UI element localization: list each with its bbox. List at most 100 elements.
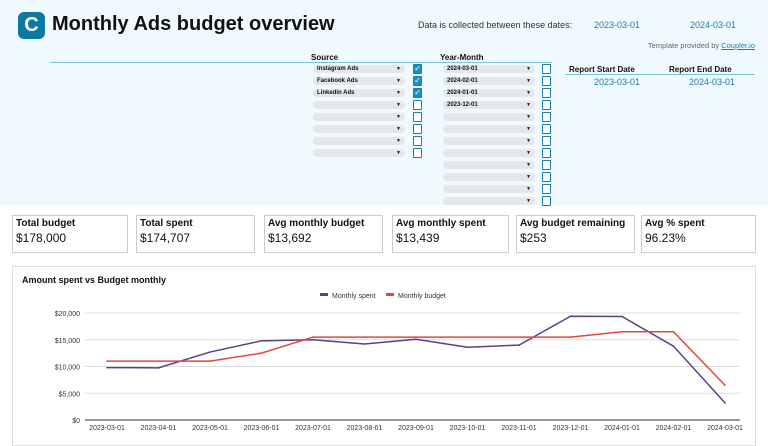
x-tick-label: 2023-06-01 (244, 425, 280, 432)
x-tick-label: 2024-01-01 (604, 425, 640, 432)
data-point (209, 351, 211, 353)
data-point (672, 345, 675, 347)
x-tick-label: 2023-10-01 (450, 425, 486, 432)
data-point (621, 330, 623, 333)
months-dropdown[interactable]: 2024-01-01 ▼ (443, 89, 535, 97)
data-point (672, 330, 675, 333)
months-checkbox[interactable] (542, 88, 551, 98)
dropdown-arrow-icon: ▼ (396, 150, 401, 156)
dropdown-arrow-icon: ▼ (526, 102, 531, 108)
legend-swatch (386, 293, 394, 296)
months-checkbox[interactable] (542, 124, 551, 134)
kpi-card: Total spent $174,707 (136, 215, 255, 253)
data-point (621, 315, 623, 318)
months-checkbox[interactable] (542, 64, 551, 74)
kpi-card: Avg monthly budget $13,692 (264, 215, 383, 253)
months-checkbox[interactable] (542, 148, 551, 158)
divider (50, 62, 552, 63)
dropdown-arrow-icon: ▼ (396, 126, 401, 132)
template-credit: Template provided by Coupler.io (648, 41, 755, 50)
x-tick-label: 2023-12-01 (553, 425, 589, 432)
dropdown-arrow-icon: ▼ (396, 102, 401, 108)
legend-label: Monthly budget (398, 293, 446, 300)
months-checkbox[interactable] (542, 112, 551, 122)
kpi-value: 96.23% (645, 231, 686, 245)
months-dropdown[interactable]: 2023-12-01 ▼ (443, 101, 535, 109)
sources-dropdown[interactable]: ▼ (313, 137, 405, 145)
dropdown-value: Linkedin Ads (317, 90, 355, 96)
kpi-value: $13,692 (268, 231, 312, 245)
sources-checkbox[interactable]: ✓ (413, 76, 422, 86)
sources-dropdown[interactable]: ▼ (313, 149, 405, 157)
kpi-value: $13,439 (396, 231, 440, 245)
dropdown-value: Instagram Ads (317, 66, 359, 72)
months-dropdown[interactable]: 2024-02-01 ▼ (443, 77, 535, 85)
months-checkbox[interactable] (542, 172, 551, 182)
data-point (466, 346, 469, 349)
sources-checkbox[interactable] (413, 124, 422, 134)
source-header: Source (311, 53, 339, 62)
data-point (312, 338, 314, 341)
dropdown-arrow-icon: ▼ (526, 150, 531, 156)
months-checkbox[interactable] (542, 184, 551, 194)
sources-checkbox[interactable] (413, 136, 422, 146)
months-dropdown[interactable]: ▼ (443, 113, 535, 121)
report-start-label: Report Start Date (569, 65, 635, 74)
months-checkbox[interactable] (542, 100, 551, 110)
x-tick-label: 2023-05-01 (192, 425, 228, 432)
data-end-date: 2024-03-01 (690, 20, 737, 30)
dropdown-arrow-icon: ▼ (526, 66, 531, 72)
months-checkbox[interactable] (542, 76, 551, 86)
sources-checkbox[interactable] (413, 100, 422, 110)
kpi-label: Avg monthly spent (396, 218, 486, 229)
months-checkbox[interactable] (542, 160, 551, 170)
credit-text: Template provided by (647, 41, 720, 50)
dropdown-value: 2023-12-01 (447, 102, 478, 108)
months-dropdown[interactable]: ▼ (443, 137, 535, 145)
data-point (466, 336, 469, 338)
months-dropdown[interactable]: ▼ (443, 161, 535, 169)
x-tick-label: 2024-03-01 (707, 425, 743, 432)
months-dropdown[interactable]: ▼ (443, 185, 535, 193)
months-dropdown[interactable]: ▼ (443, 197, 535, 205)
dropdown-arrow-icon: ▼ (396, 114, 401, 120)
data-point (569, 315, 572, 318)
months-checkbox[interactable] (542, 196, 551, 206)
x-tick-label: 2023-11-01 (501, 425, 536, 432)
dates-label: Data is collected between these dates: (418, 20, 573, 30)
sources-dropdown[interactable]: ▼ (313, 101, 405, 109)
sources-checkbox[interactable]: ✓ (413, 88, 422, 98)
months-checkbox[interactable] (542, 136, 551, 146)
months-dropdown[interactable]: 2024-03-01 ▼ (443, 65, 535, 73)
dropdown-arrow-icon: ▼ (526, 198, 531, 204)
data-point (569, 336, 572, 338)
data-point (724, 384, 726, 387)
sources-dropdown[interactable]: Facebook Ads ▼ (313, 77, 405, 85)
sources-checkbox[interactable]: ✓ (413, 64, 422, 74)
sources-dropdown[interactable]: ▼ (313, 125, 405, 133)
data-point (518, 336, 520, 338)
dropdown-value: 2024-02-01 (447, 78, 478, 84)
y-tick-label: $5,000 (59, 391, 81, 398)
sources-dropdown[interactable]: ▼ (313, 113, 405, 121)
sources-dropdown[interactable]: Instagram Ads ▼ (313, 65, 405, 73)
report-end-value: 2024-03-01 (689, 77, 736, 87)
kpi-label: Total spent (140, 218, 193, 229)
coupler-link[interactable]: Coupler.io (721, 41, 755, 50)
kpi-card: Avg % spent 96.23% (641, 215, 756, 253)
dropdown-arrow-icon: ▼ (526, 114, 531, 120)
dropdown-arrow-icon: ▼ (396, 90, 401, 96)
data-point (363, 343, 366, 345)
sources-checkbox[interactable] (413, 112, 422, 122)
data-point (106, 360, 108, 362)
months-dropdown[interactable]: ▼ (443, 125, 535, 133)
data-point (415, 336, 417, 338)
months-dropdown[interactable]: ▼ (443, 173, 535, 181)
data-point (209, 360, 211, 362)
months-dropdown[interactable]: ▼ (443, 149, 535, 157)
sources-dropdown[interactable]: Linkedin Ads ▼ (313, 89, 405, 97)
y-tick-label: $20,000 (55, 311, 80, 318)
sources-checkbox[interactable] (413, 148, 422, 158)
dropdown-arrow-icon: ▼ (526, 138, 531, 144)
